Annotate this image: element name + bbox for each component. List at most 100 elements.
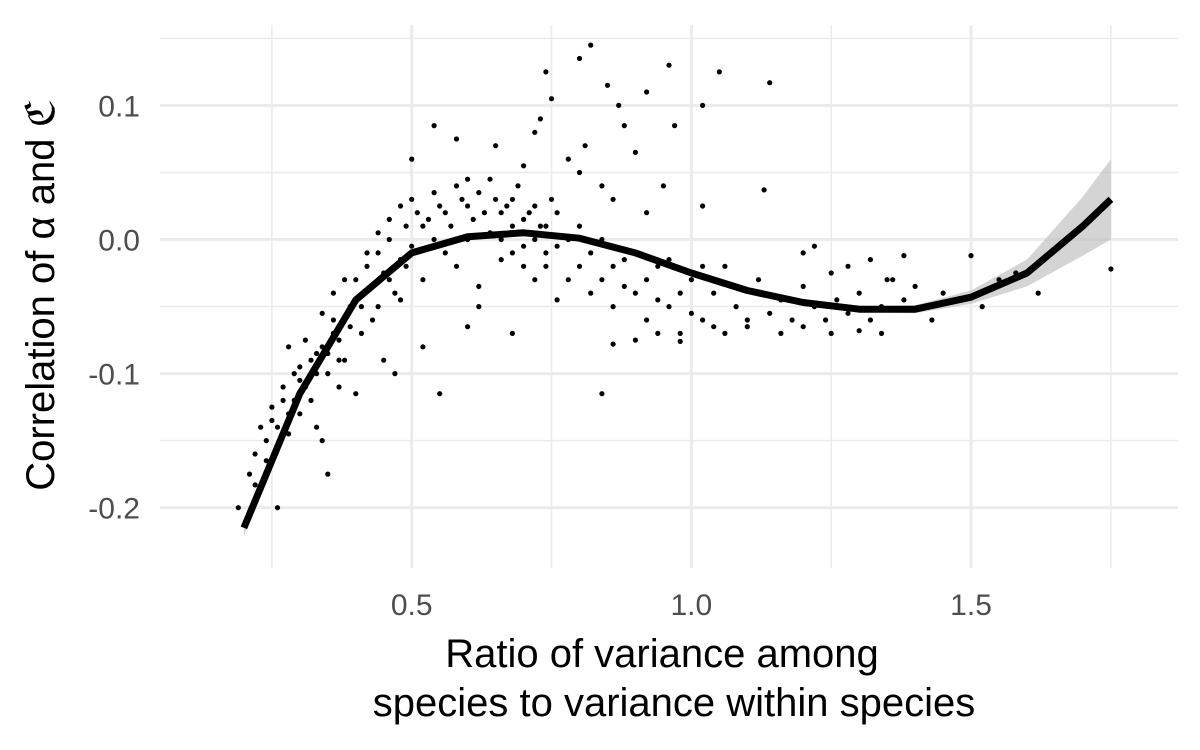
data-point	[347, 324, 353, 330]
data-point	[599, 391, 605, 397]
x-axis-title-line-2: species to variance within species	[373, 681, 976, 725]
data-point	[537, 116, 544, 122]
data-point	[521, 263, 527, 269]
data-point	[610, 304, 616, 310]
data-point	[526, 210, 532, 216]
data-point	[437, 203, 443, 209]
data-point	[493, 196, 499, 202]
data-point	[409, 196, 415, 202]
data-point	[576, 263, 583, 269]
data-point	[481, 210, 487, 216]
data-point	[515, 183, 521, 189]
confidence-band-layer	[243, 159, 1111, 536]
data-point	[364, 263, 370, 269]
y-tick-label: 0.0	[98, 225, 140, 258]
data-point	[722, 330, 728, 336]
data-point	[632, 290, 639, 296]
data-point	[386, 277, 392, 283]
data-point	[867, 317, 874, 323]
data-point	[420, 277, 426, 283]
data-point	[336, 384, 342, 390]
data-point	[498, 257, 504, 263]
data-point	[409, 243, 415, 249]
data-point	[420, 344, 426, 350]
fit-line	[240, 196, 1114, 530]
data-point	[867, 257, 874, 263]
data-point	[453, 136, 460, 142]
data-point	[504, 203, 510, 209]
data-point	[604, 82, 611, 88]
data-point	[716, 69, 722, 75]
data-point	[392, 371, 398, 377]
y-axis-title: Correlation of α and ℭ	[19, 99, 63, 490]
data-point	[878, 330, 885, 336]
data-point	[286, 344, 292, 350]
data-point	[358, 304, 364, 310]
data-point	[269, 404, 275, 410]
data-point	[509, 330, 515, 336]
data-point	[297, 377, 303, 383]
data-point	[498, 210, 504, 216]
data-point	[811, 243, 818, 249]
data-point	[711, 290, 717, 296]
data-point	[258, 424, 264, 430]
data-point	[509, 196, 515, 202]
data-point	[744, 324, 750, 330]
data-point	[666, 62, 672, 68]
data-point	[543, 263, 549, 269]
data-point	[342, 357, 348, 363]
data-point	[700, 263, 706, 269]
data-point	[369, 317, 376, 323]
data-point	[280, 384, 286, 390]
data-point	[599, 277, 605, 283]
data-point	[532, 277, 538, 283]
data-point	[576, 55, 583, 62]
data-point	[532, 203, 538, 209]
data-point	[465, 324, 471, 330]
data-point	[823, 317, 829, 323]
data-point	[610, 196, 616, 202]
data-point	[235, 505, 241, 511]
data-point	[778, 330, 784, 336]
data-point	[688, 277, 695, 283]
data-point	[252, 451, 258, 457]
data-point	[979, 304, 985, 310]
data-point	[828, 270, 834, 276]
data-point	[459, 196, 465, 202]
data-point	[632, 337, 639, 343]
data-point	[616, 102, 622, 108]
data-point	[688, 310, 695, 316]
data-point	[677, 290, 683, 296]
data-point	[308, 397, 314, 403]
data-point	[800, 250, 806, 256]
data-point	[353, 391, 359, 397]
data-point	[884, 277, 890, 283]
data-point	[733, 304, 739, 310]
data-point	[509, 250, 515, 256]
data-point	[901, 297, 907, 303]
data-point	[828, 330, 834, 336]
data-point	[302, 337, 308, 343]
data-point	[1108, 266, 1114, 272]
scatter-points-layer	[235, 42, 1114, 511]
data-point	[677, 338, 683, 344]
data-point	[274, 505, 281, 511]
data-point	[901, 253, 907, 259]
data-point	[548, 96, 555, 102]
data-point	[269, 417, 275, 424]
data-point	[543, 69, 549, 75]
y-tick-label: -0.1	[88, 359, 140, 392]
data-point	[565, 156, 571, 162]
data-point	[1035, 290, 1041, 296]
data-point	[621, 123, 627, 129]
data-point	[509, 223, 515, 229]
data-point	[448, 223, 454, 229]
data-point	[588, 290, 594, 296]
data-point	[576, 169, 583, 176]
data-point	[325, 471, 331, 477]
data-point	[521, 216, 527, 222]
data-point	[319, 310, 325, 316]
data-point	[403, 223, 409, 229]
data-point	[537, 223, 544, 229]
